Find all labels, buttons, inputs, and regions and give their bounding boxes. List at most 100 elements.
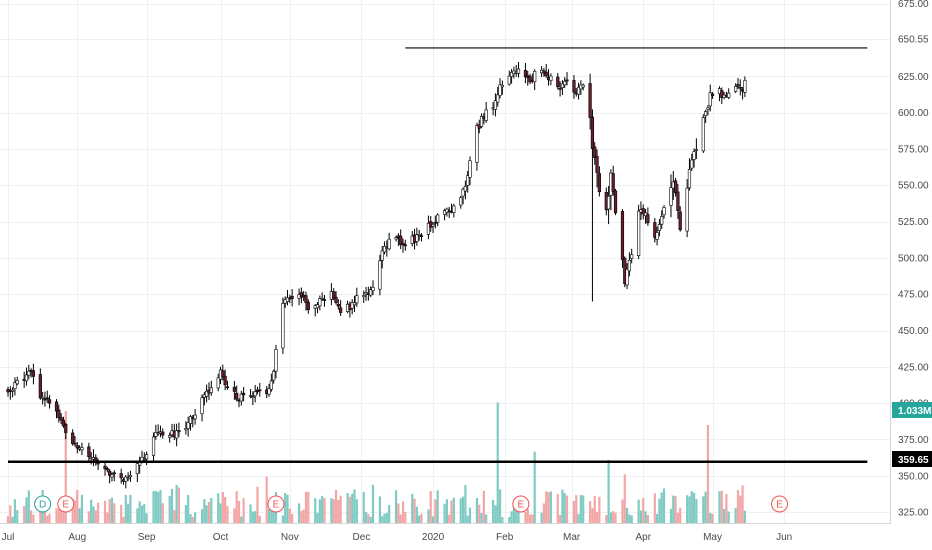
volume-bar-up [561, 489, 564, 523]
candle-up [669, 187, 673, 206]
candle-up [380, 250, 384, 261]
candle-up [110, 474, 114, 478]
y-tick-label: 325.00 [898, 508, 929, 519]
volume-bar-down [621, 499, 624, 523]
volume-bar-down [235, 491, 238, 523]
candle-up [743, 80, 747, 93]
candle-up [285, 297, 290, 302]
candle-up [625, 269, 629, 286]
volume-bar-up [579, 495, 582, 523]
x-tick-label: Oct [213, 532, 229, 543]
volume-bar-down [94, 510, 97, 523]
y-tick-label: 500.00 [898, 253, 929, 264]
event-marker-label: E [776, 500, 783, 511]
volume-bar-down [332, 499, 335, 523]
volume-bar-up [480, 513, 483, 523]
price-axis[interactable]: 325.00350.00375.00400.00425.00450.00475.… [890, 0, 932, 523]
event-marker-label: E [62, 500, 69, 511]
candle-down [108, 470, 112, 476]
candle-up [209, 387, 213, 394]
candle-down [73, 442, 77, 445]
volume-bar-up [170, 488, 174, 523]
candle-up [175, 430, 179, 439]
candle-up [563, 81, 567, 86]
candle-down [565, 79, 569, 82]
volume-bar-up [318, 499, 321, 523]
candle-down [232, 386, 236, 392]
volume-bar-up [607, 460, 610, 523]
volume-bar-down [242, 498, 245, 523]
volume-bar-up [475, 498, 479, 523]
volume-bar-up [625, 507, 629, 523]
volume-bar-up [418, 515, 421, 523]
x-tick-label: Feb [496, 532, 514, 543]
volume-bar-down [642, 497, 645, 523]
candle-down [31, 370, 36, 377]
candle-down [399, 235, 403, 245]
dividend-marker-icon[interactable] [34, 495, 52, 513]
volume-bar-down [337, 499, 340, 523]
volume-bar-up [383, 513, 386, 523]
candle-up [272, 370, 276, 381]
earnings-marker-icon[interactable] [771, 495, 789, 513]
volume-bar-up [11, 516, 14, 523]
candle-up [660, 216, 664, 225]
candle-up [184, 428, 188, 431]
candles [6, 61, 747, 489]
volume-bar-up [549, 491, 552, 523]
volume-bar-down [591, 508, 594, 523]
earnings-marker-icon[interactable] [512, 495, 530, 513]
earnings-marker-icon[interactable] [267, 495, 285, 513]
volume-bar-down [545, 491, 548, 523]
volume-bar-up [498, 489, 502, 523]
x-tick-label: 2020 [422, 532, 445, 543]
volume-bar-down [46, 515, 49, 523]
candle-up [154, 432, 158, 437]
volume-bar-down [676, 512, 679, 523]
volume-bar-down [450, 500, 453, 523]
volume-bar-up [656, 514, 659, 523]
earnings-marker-icon[interactable] [57, 495, 75, 513]
time-axis[interactable]: Jul Aug Sep Oct Nov Dec 2020 Feb Mar Apr May Jun [0, 523, 932, 550]
volume-bar-up [485, 514, 488, 523]
volume-bars [6, 402, 746, 523]
volume-bar-down [556, 493, 559, 523]
price-tag-text: 359.65 [898, 455, 929, 466]
volume-bar-down [177, 487, 181, 523]
volume-bar-down [741, 485, 744, 523]
volume-bar-down [108, 499, 111, 523]
volume-bar-down [30, 510, 33, 523]
volume-bar-down [71, 498, 74, 523]
candle-down [306, 301, 310, 311]
volume-bar-down [674, 496, 677, 523]
candle-down [177, 430, 181, 433]
volume-bar-down [448, 514, 451, 523]
volume-bar-up [727, 511, 730, 523]
volume-bar-up [159, 490, 162, 523]
candle-up [315, 304, 320, 309]
volume-bar-down [55, 508, 58, 523]
candle-down [710, 93, 715, 97]
volume-bar-down [531, 514, 534, 523]
volume-bar-up [314, 498, 317, 523]
candle-down [258, 389, 262, 392]
x-tick-label: Aug [68, 532, 86, 543]
volume-bar-up [129, 494, 132, 523]
volume-bar-down [401, 501, 405, 523]
candle-up [576, 86, 581, 95]
volume-bar-up [154, 490, 157, 523]
volume-bar-down [413, 498, 416, 523]
candle-up [13, 382, 17, 390]
candle-down [597, 173, 601, 193]
volume-bar-down [64, 411, 67, 523]
candle-up [662, 207, 666, 216]
candle-down [611, 173, 615, 192]
price-tag [892, 451, 932, 467]
volume-bar-down [57, 508, 60, 523]
candle-up [362, 295, 366, 298]
candle-down [332, 291, 336, 300]
horizontal-levels[interactable] [8, 47, 868, 464]
volume-bar-up [464, 485, 467, 523]
